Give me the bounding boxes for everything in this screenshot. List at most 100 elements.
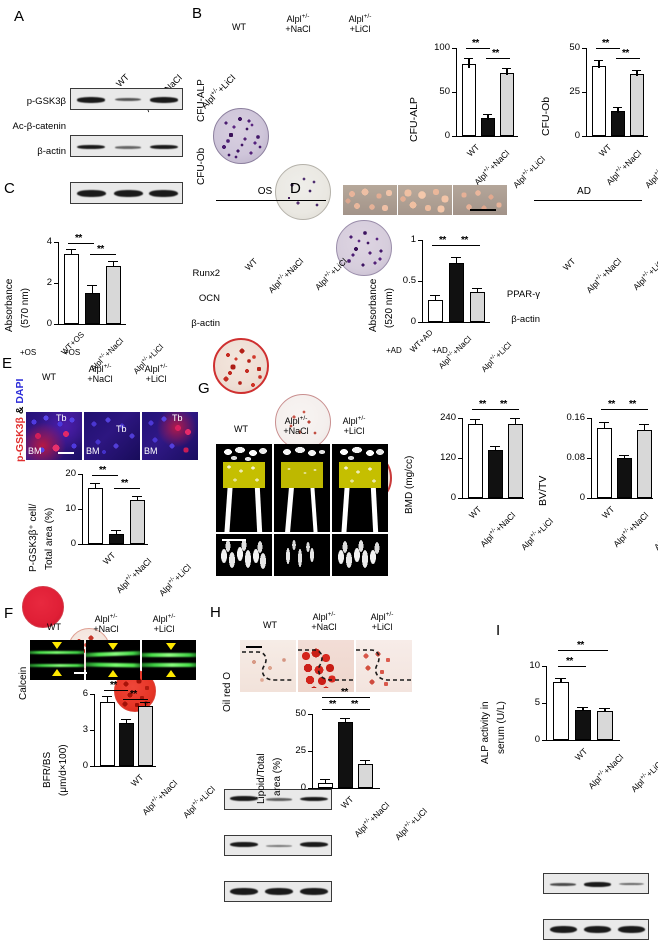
panel-g-trabecular-licl <box>332 534 388 576</box>
panel-d-blot-row-ppar-gamma <box>543 873 649 894</box>
panel-a-blot-row-ac-b-catenin <box>70 135 183 157</box>
panel-e-side-label: p-GSK3β & DAPI <box>14 378 26 462</box>
panel-label-G: G <box>198 380 210 397</box>
chart-pgsk3b-xtick-0: WT <box>100 550 118 567</box>
panel-g-col-label-wt: WT <box>234 424 248 434</box>
panel-e-tag-tb-wt: Tb <box>56 413 67 423</box>
chart-abs570-bar-0 <box>64 254 79 324</box>
panel-label-E: E <box>2 355 13 372</box>
panel-d-blot-label-1: β-actin <box>511 314 540 325</box>
chart-pgsk3b-ylabel-1: P-GSK3β⁺ cell/ <box>28 503 39 572</box>
panel-h-oilredo-nacl <box>298 640 354 692</box>
panel-e-tag-bm-wt: BM <box>28 446 42 456</box>
chart-cfu-ob-ytick-2: 50 <box>569 42 580 53</box>
chart-lipoid-area: Lipoid/Total area (%) 0 25 50 ** ** ** W… <box>256 687 430 843</box>
chart-bvtv-sig-1: ** <box>629 399 636 410</box>
chart-abs520-bar-1 <box>449 263 464 322</box>
panel-d-micrograph-nacl <box>398 185 452 215</box>
chart-pgsk3b-bar-0 <box>88 488 103 544</box>
chart-pgsk3b-cells: P-GSK3β⁺ cell/ Total area (%) 0 10 20 **… <box>28 465 194 599</box>
chart-alp-ytick-0: 0 <box>534 734 540 745</box>
chart-abs520-ylabel-1: Absorbance <box>368 278 379 332</box>
panel-b-row-label-cfu-ob: CFU-Ob <box>196 147 207 185</box>
chart-bfrbs-xtick-0: WT <box>128 772 146 789</box>
panel-h-side-label: Oil red O <box>222 671 233 712</box>
chart-bmd-xtick-0: WT <box>466 504 484 521</box>
chart-abs570-sig-0: ** <box>75 233 82 244</box>
chart-bvtv-bar-1 <box>617 458 632 498</box>
chart-cfu-alp-ytick-1: 50 <box>439 86 450 97</box>
panel-d-blot-label-0: PPAR-γ <box>506 289 540 300</box>
chart-bfrbs-bar-0 <box>100 702 115 766</box>
chart-alp-xtick-0: WT <box>572 746 590 763</box>
chart-abs520-sig-0: ** <box>439 235 446 246</box>
panel-b-dish-cfu-alp-licl <box>336 220 392 276</box>
panel-g-ct-nacl <box>274 444 330 532</box>
chart-pgsk3b-sig-0: ** <box>99 465 106 476</box>
chart-bmd: BMD (mg/cc) 0 120 240 ** ** WT Alpl+/-+N… <box>404 399 556 553</box>
chart-alp-ytick-1: 5 <box>534 697 540 708</box>
panel-a-blot-label-0: p-GSK3β <box>26 96 66 107</box>
panel-f-col-label-licl: Alpl+/- +LiCl <box>152 613 176 634</box>
panel-b-dish-cfu-alp-nacl <box>275 164 331 220</box>
panel-h-col-label-nacl: Alpl+/- +NaCl <box>311 611 337 632</box>
panel-a-lane-label-nacl: Alpl+/-+NaCl <box>143 72 184 114</box>
chart-abs520-ytick-0: 0 <box>410 316 416 327</box>
panel-c-blot-row-ocn <box>224 835 332 856</box>
chart-cfu-alp-ytick-2: 100 <box>434 42 450 53</box>
chart-cfu-alp-bar-0 <box>462 64 476 136</box>
chart-abs570-ytick-1: 2 <box>46 277 52 288</box>
chart-bvtv-ytick-0: 0 <box>579 492 585 503</box>
chart-alp-bar-2 <box>597 711 613 740</box>
figure-canvas: A WT Alpl+/-+NaCl Alpl+/-+LiCl p-GSK3β A… <box>2 5 658 940</box>
panel-e-col-label-licl: Alpl+/- +LiCl <box>144 363 168 384</box>
chart-abs520-ytick-1: 0.5 <box>402 275 416 286</box>
chart-bvtv-xtick-0: WT <box>599 504 617 521</box>
chart-bmd-ytick-1: 120 <box>440 452 456 463</box>
chart-cfu-alp-bar-2 <box>500 73 514 136</box>
panel-c-lane-wt: WT <box>242 256 260 273</box>
chart-bmd-sig-0: ** <box>479 399 486 410</box>
panel-g-trabecular-wt <box>216 534 272 576</box>
chart-alp-sig-1: ** <box>577 640 584 651</box>
chart-lipoid-sig-2: ** <box>341 687 348 698</box>
chart-alp-ylabel-2: serum (U/L) <box>496 701 507 754</box>
panel-label-C: C <box>4 180 15 197</box>
panel-e-col-label-nacl: Alpl+/- +NaCl <box>87 363 113 384</box>
panel-d-lane-licl: Alpl+/-+LiCl <box>631 256 658 293</box>
chart-abs520-sig-1: ** <box>461 235 468 246</box>
panel-e-image-nacl: Tb BM <box>84 412 140 460</box>
chart-bmd-sig-1: ** <box>500 399 507 410</box>
panel-g-ct-licl <box>332 444 388 532</box>
panel-d-blot-row-b-actin <box>543 919 649 940</box>
panel-h-col-label-wt: WT <box>263 620 277 630</box>
chart-abs520-bar-0 <box>428 300 443 322</box>
chart-bmd-bar-0 <box>468 424 483 498</box>
chart-cfu-alp-sig-0: ** <box>472 38 479 49</box>
chart-bvtv-bar-0 <box>597 428 612 498</box>
panel-c-blot-row-b-actin <box>224 881 332 902</box>
panel-d-lane-nacl: Alpl+/-+NaCl <box>584 256 624 296</box>
chart-cfu-alp-ytick-0: 0 <box>444 130 450 141</box>
chart-cfu-ob: CFU-Ob 0 25 50 ** ** WT Alpl+/-+NaCl Alp… <box>540 38 658 191</box>
panel-h-outline-wt <box>242 651 294 681</box>
panel-h-outline-licl <box>356 649 412 681</box>
chart-abs570-bar-2 <box>106 266 121 324</box>
panel-f-calcein-licl <box>142 640 196 680</box>
chart-cfu-alp-sig-1: ** <box>492 48 499 59</box>
chart-bfrbs-sig-0: ** <box>110 680 117 691</box>
chart-abs570-ytick-2: 4 <box>46 236 52 247</box>
chart-alp-bar-1 <box>575 710 591 740</box>
chart-lipoid-ytick-1: 25 <box>295 745 306 756</box>
panel-d-micrograph-wt <box>343 185 397 215</box>
panel-c-blot-label-1: OCN <box>198 293 220 304</box>
chart-pgsk3b-bar-1 <box>109 534 124 544</box>
chart-cfu-ob-bar-2 <box>630 74 644 136</box>
chart-lipoid-sig-0: ** <box>329 699 336 710</box>
chart-abs570-bar-1 <box>85 293 100 324</box>
chart-lipoid-bar-2 <box>358 764 373 788</box>
chart-cfu-ob-ytick-1: 25 <box>569 86 580 97</box>
panel-label-A: A <box>14 8 25 25</box>
chart-bvtv-ytick-1: 0.08 <box>566 452 586 463</box>
chart-cfu-ob-xtick-0: WT <box>596 142 614 159</box>
